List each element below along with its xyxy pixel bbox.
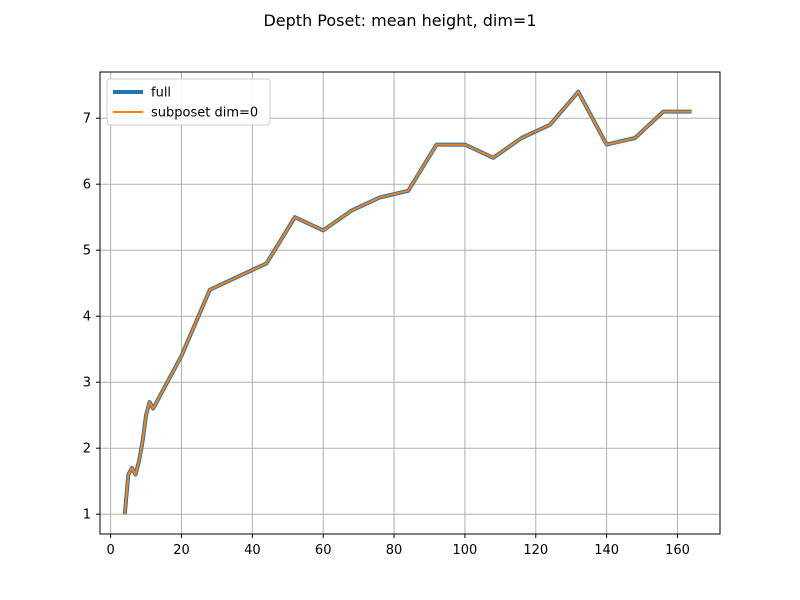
x-tick-label: 20 bbox=[173, 543, 190, 558]
legend-label: full bbox=[151, 86, 171, 101]
y-tick-label: 2 bbox=[83, 442, 91, 457]
y-tick-label: 4 bbox=[83, 310, 91, 325]
axis-ticks: 0 20 40 60 80 100 120 140 160 1 2 3 4 5 6 7 bbox=[83, 112, 690, 558]
series-line-subposet-dim-0 bbox=[123, 90, 692, 515]
y-tick-label: 3 bbox=[83, 376, 91, 391]
x-tick-label: 0 bbox=[106, 543, 114, 558]
legend: full subposet dim=0 bbox=[106, 78, 271, 126]
x-tick-label: 80 bbox=[386, 543, 403, 558]
legend-box bbox=[106, 78, 271, 126]
chart-title: Depth Poset: mean height, dim=1 bbox=[263, 11, 536, 30]
y-tick-label: 7 bbox=[83, 112, 91, 127]
x-tick-label: 140 bbox=[594, 543, 619, 558]
x-tick-label: 100 bbox=[453, 543, 478, 558]
legend-label: subposet dim=0 bbox=[151, 106, 258, 121]
y-tick-label: 5 bbox=[83, 244, 91, 259]
grid bbox=[100, 72, 720, 534]
x-tick-label: 120 bbox=[523, 543, 548, 558]
plot-area-frame bbox=[99, 71, 721, 535]
series-layer bbox=[122, 89, 692, 515]
x-tick-label: 40 bbox=[244, 543, 261, 558]
y-tick-label: 6 bbox=[83, 178, 91, 193]
x-tick-label: 60 bbox=[315, 543, 332, 558]
y-tick-label: 1 bbox=[83, 508, 91, 523]
x-tick-label: 160 bbox=[665, 543, 690, 558]
